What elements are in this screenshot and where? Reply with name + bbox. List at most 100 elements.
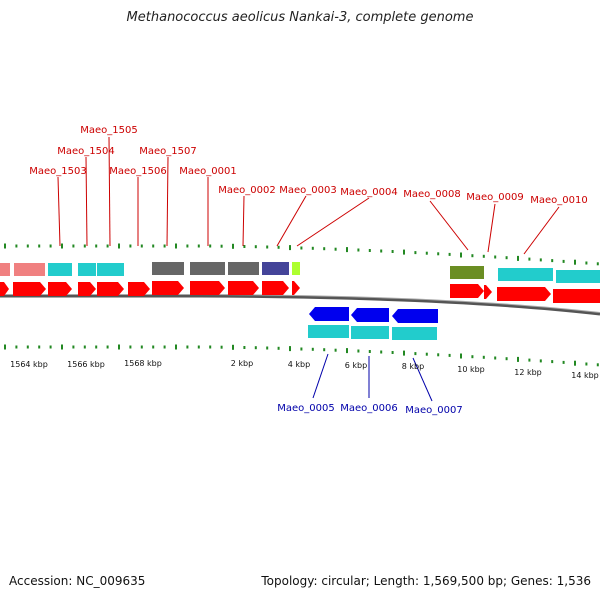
cds-arrow-forward[interactable] bbox=[497, 287, 551, 301]
gene-label[interactable]: Maeo_0002 bbox=[218, 185, 275, 196]
gene-label[interactable]: Maeo_1504 bbox=[57, 146, 114, 157]
feature-box[interactable] bbox=[0, 263, 10, 276]
feature-box[interactable] bbox=[498, 268, 553, 281]
cds-arrow-forward[interactable] bbox=[97, 282, 124, 296]
feature-box[interactable] bbox=[292, 262, 300, 275]
tick-mark bbox=[380, 350, 383, 354]
gene-label[interactable]: Maeo_0007 bbox=[405, 405, 462, 416]
gene-label[interactable]: Maeo_0001 bbox=[179, 166, 236, 177]
coordinate-label: 12 kbp bbox=[514, 368, 542, 377]
gene-label[interactable]: Maeo_1507 bbox=[139, 146, 196, 157]
tick-mark bbox=[72, 345, 75, 349]
tick-mark bbox=[152, 244, 155, 248]
tick-mark bbox=[482, 355, 485, 359]
tick-mark bbox=[460, 353, 462, 359]
tick-mark bbox=[26, 244, 29, 248]
cds-arrow-forward[interactable] bbox=[13, 282, 46, 296]
tick-mark bbox=[403, 350, 405, 356]
feature-box[interactable] bbox=[97, 263, 124, 276]
feature-box[interactable] bbox=[351, 326, 389, 339]
coordinate-label: 14 kbp bbox=[571, 371, 599, 380]
tick-mark bbox=[596, 363, 599, 367]
cds-arrow-reverse[interactable] bbox=[351, 308, 389, 322]
tick-row-bottom bbox=[4, 344, 599, 367]
coordinate-label: 1566 kbp bbox=[67, 360, 105, 369]
coordinate-label: 1564 kbp bbox=[10, 360, 48, 369]
tick-mark bbox=[551, 360, 554, 364]
cds-arrow-forward[interactable] bbox=[48, 282, 72, 296]
tick-mark bbox=[83, 345, 86, 349]
gene-label[interactable]: Maeo_1506 bbox=[109, 166, 166, 177]
cds-arrow-forward[interactable] bbox=[450, 284, 484, 298]
cds-arrow-forward[interactable] bbox=[190, 281, 225, 295]
tick-mark bbox=[585, 362, 588, 366]
feature-box[interactable] bbox=[556, 270, 600, 283]
cds-arrow-forward[interactable] bbox=[78, 282, 96, 296]
tick-mark bbox=[460, 252, 462, 258]
coordinate-label: 2 kbp bbox=[231, 359, 253, 368]
tick-mark bbox=[448, 252, 451, 256]
gene-label[interactable]: Maeo_0003 bbox=[279, 185, 336, 196]
tick-mark bbox=[209, 345, 212, 349]
feature-box[interactable] bbox=[262, 262, 289, 275]
tick-mark bbox=[61, 344, 63, 350]
tick-mark bbox=[334, 348, 337, 352]
cds-arrow-reverse[interactable] bbox=[392, 309, 438, 323]
tick-mark bbox=[254, 346, 257, 350]
feature-box[interactable] bbox=[78, 263, 96, 276]
tick-mark bbox=[311, 347, 314, 351]
feature-box[interactable] bbox=[392, 327, 437, 340]
tick-mark bbox=[596, 262, 599, 266]
tick-mark bbox=[574, 360, 576, 366]
cds-arrow-forward[interactable] bbox=[0, 282, 9, 296]
gene-label[interactable]: Maeo_0009 bbox=[466, 192, 523, 203]
feature-box[interactable] bbox=[14, 263, 45, 276]
tick-mark bbox=[494, 255, 497, 259]
tick-mark bbox=[26, 345, 29, 349]
cds-arrow-forward[interactable] bbox=[292, 281, 300, 295]
gene-label[interactable]: Maeo_1503 bbox=[29, 166, 86, 177]
gene-label[interactable]: Maeo_0008 bbox=[403, 189, 460, 200]
cds-arrow-forward[interactable] bbox=[228, 281, 259, 295]
tick-mark bbox=[300, 347, 303, 351]
tick-mark bbox=[368, 350, 371, 353]
cds-arrow-reverse[interactable] bbox=[309, 307, 349, 321]
cds-arrow-forward[interactable] bbox=[128, 282, 150, 296]
tick-mark bbox=[346, 348, 348, 354]
tick-mark bbox=[83, 244, 86, 248]
tick-mark bbox=[61, 243, 63, 249]
feature-box[interactable] bbox=[228, 262, 259, 275]
tick-mark bbox=[425, 251, 428, 255]
feature-box[interactable] bbox=[308, 325, 349, 338]
cds-arrow-forward[interactable] bbox=[484, 285, 492, 299]
gene-label[interactable]: Maeo_0005 bbox=[277, 403, 334, 414]
tick-mark bbox=[15, 244, 18, 248]
cds-arrow-forward[interactable] bbox=[152, 281, 184, 295]
coordinate-label: 8 kbp bbox=[402, 362, 424, 371]
coordinate-label: 4 kbp bbox=[288, 360, 310, 369]
gene-label[interactable]: Maeo_0004 bbox=[340, 187, 397, 198]
feature-box[interactable] bbox=[190, 262, 225, 275]
feature-box[interactable] bbox=[48, 263, 72, 276]
tick-mark bbox=[334, 247, 337, 251]
tick-mark bbox=[232, 344, 234, 350]
tick-mark bbox=[551, 259, 554, 263]
gene-label[interactable]: Maeo_1505 bbox=[80, 125, 137, 136]
cds-arrow-forward[interactable] bbox=[553, 289, 600, 303]
feature-box[interactable] bbox=[450, 266, 484, 279]
tick-mark bbox=[129, 244, 132, 248]
cds-row-forward bbox=[0, 281, 600, 303]
tick-mark bbox=[197, 244, 200, 248]
cds-arrow-forward[interactable] bbox=[262, 281, 289, 295]
gene-label[interactable]: Maeo_0010 bbox=[530, 195, 587, 206]
tick-mark bbox=[517, 255, 519, 261]
tick-mark bbox=[505, 357, 508, 361]
gene-labels-forward: Maeo_1503 Maeo_1504 Maeo_1505 Maeo_1506 … bbox=[29, 125, 587, 206]
feature-box[interactable] bbox=[152, 262, 184, 275]
cds-row-reverse bbox=[309, 307, 438, 323]
tick-mark bbox=[163, 244, 166, 248]
tick-mark bbox=[118, 243, 120, 249]
tick-mark bbox=[289, 245, 291, 251]
gene-label[interactable]: Maeo_0006 bbox=[340, 403, 397, 414]
